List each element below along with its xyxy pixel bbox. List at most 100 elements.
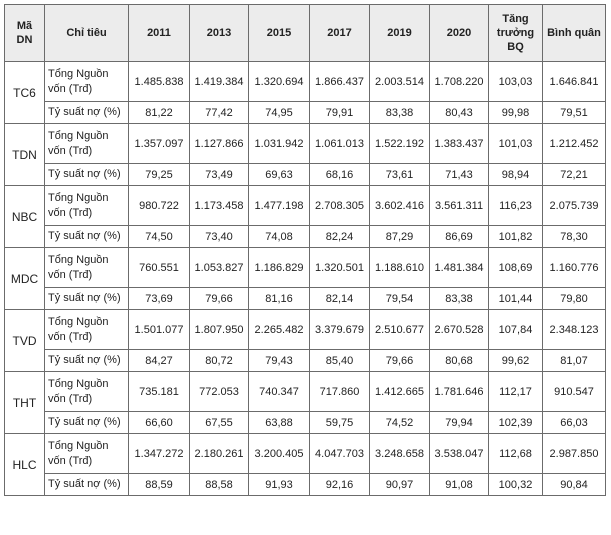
capital-value: 760.551 <box>128 247 190 288</box>
header-average: Bình quân <box>542 4 606 62</box>
debt-ratio-value: 81,22 <box>128 101 190 124</box>
capital-value: 2.003.514 <box>369 61 430 102</box>
debt-ratio-average: 79,80 <box>542 287 606 310</box>
capital-value: 4.047.703 <box>309 433 370 474</box>
capital-value: 1.186.829 <box>248 247 310 288</box>
capital-value: 1.053.827 <box>189 247 249 288</box>
capital-value: 1.031.942 <box>248 123 310 164</box>
capital-label: Tổng Nguồn vốn (Trđ) <box>44 61 129 102</box>
debt-ratio-growth: 98,94 <box>488 163 543 186</box>
capital-structure-table: Mã DN Chỉ tiêu 2011 2013 2015 2017 2019 … <box>4 4 606 496</box>
debt-ratio-value: 74,95 <box>248 101 310 124</box>
header-year-2020: 2020 <box>429 4 489 62</box>
capital-value: 3.200.405 <box>248 433 310 474</box>
header-year-2015: 2015 <box>248 4 310 62</box>
capital-value: 740.347 <box>248 371 310 412</box>
debt-ratio-value: 71,43 <box>429 163 489 186</box>
capital-growth: 112,68 <box>488 433 543 474</box>
debt-ratio-label: Tỷ suất nợ (%) <box>44 349 129 372</box>
capital-value: 1.320.501 <box>309 247 370 288</box>
debt-ratio-value: 79,66 <box>189 287 249 310</box>
capital-average: 1.160.776 <box>542 247 606 288</box>
capital-label: Tổng Nguồn vốn (Trđ) <box>44 433 129 474</box>
capital-value: 2.510.677 <box>369 309 430 350</box>
header-year-2013: 2013 <box>189 4 249 62</box>
header-row: Mã DN Chỉ tiêu 2011 2013 2015 2017 2019 … <box>4 4 606 62</box>
capital-value: 1.357.097 <box>128 123 190 164</box>
capital-value: 1.173.458 <box>189 185 249 226</box>
table-row: TDN Tổng Nguồn vốn (Trđ) 1.357.097 1.127… <box>4 123 606 186</box>
capital-growth: 108,69 <box>488 247 543 288</box>
header-year-2019: 2019 <box>369 4 430 62</box>
company-code: NBC <box>4 185 45 248</box>
table-row: Tỷ suất nợ (%) 66,60 67,55 63,88 59,75 7… <box>5 411 606 434</box>
debt-ratio-value: 79,25 <box>128 163 190 186</box>
debt-ratio-value: 91,93 <box>248 473 310 496</box>
capital-value: 2.708.305 <box>309 185 370 226</box>
capital-value: 1.383.437 <box>429 123 489 164</box>
capital-value: 2.180.261 <box>189 433 249 474</box>
capital-average: 2.075.739 <box>542 185 606 226</box>
debt-ratio-value: 79,91 <box>309 101 370 124</box>
table-row: TVD Tổng Nguồn vốn (Trđ) 1.501.077 1.807… <box>4 309 606 372</box>
debt-ratio-average: 66,03 <box>542 411 606 434</box>
table-row: Tỷ suất nợ (%) 73,69 79,66 81,16 82,14 7… <box>5 287 606 310</box>
capital-average: 910.547 <box>542 371 606 412</box>
capital-growth: 101,03 <box>488 123 543 164</box>
capital-value: 1.485.838 <box>128 61 190 102</box>
table-row: Tỷ suất nợ (%) 74,50 73,40 74,08 82,24 8… <box>5 225 606 248</box>
debt-ratio-growth: 101,82 <box>488 225 543 248</box>
capital-value: 3.538.047 <box>429 433 489 474</box>
debt-ratio-label: Tỷ suất nợ (%) <box>44 473 129 496</box>
capital-value: 3.379.679 <box>309 309 370 350</box>
capital-value: 1.320.694 <box>248 61 310 102</box>
debt-ratio-value: 69,63 <box>248 163 310 186</box>
debt-ratio-value: 73,49 <box>189 163 249 186</box>
debt-ratio-value: 73,69 <box>128 287 190 310</box>
debt-ratio-value: 74,08 <box>248 225 310 248</box>
capital-value: 1.807.950 <box>189 309 249 350</box>
debt-ratio-value: 73,40 <box>189 225 249 248</box>
capital-value: 1.127.866 <box>189 123 249 164</box>
table-row: HLC Tổng Nguồn vốn (Trđ) 1.347.272 2.180… <box>4 433 606 496</box>
capital-value: 772.053 <box>189 371 249 412</box>
debt-ratio-value: 79,43 <box>248 349 310 372</box>
debt-ratio-value: 81,16 <box>248 287 310 310</box>
debt-ratio-label: Tỷ suất nợ (%) <box>44 225 129 248</box>
capital-label: Tổng Nguồn vốn (Trđ) <box>44 185 129 226</box>
debt-ratio-value: 91,08 <box>429 473 489 496</box>
company-code: HLC <box>4 433 45 496</box>
table-row: MDC Tổng Nguồn vốn (Trđ) 760.551 1.053.8… <box>4 247 606 310</box>
debt-ratio-label: Tỷ suất nợ (%) <box>44 411 129 434</box>
capital-growth: 112,17 <box>488 371 543 412</box>
capital-value: 3.561.311 <box>429 185 489 226</box>
debt-ratio-value: 67,55 <box>189 411 249 434</box>
debt-ratio-value: 79,66 <box>369 349 430 372</box>
debt-ratio-value: 77,42 <box>189 101 249 124</box>
company-code: MDC <box>4 247 45 310</box>
debt-ratio-value: 74,50 <box>128 225 190 248</box>
debt-ratio-value: 59,75 <box>309 411 370 434</box>
capital-value: 1.412.665 <box>369 371 430 412</box>
table-row: NBC Tổng Nguồn vốn (Trđ) 980.722 1.173.4… <box>4 185 606 248</box>
debt-ratio-average: 72,21 <box>542 163 606 186</box>
debt-ratio-label: Tỷ suất nợ (%) <box>44 163 129 186</box>
debt-ratio-value: 79,94 <box>429 411 489 434</box>
debt-ratio-value: 82,14 <box>309 287 370 310</box>
debt-ratio-growth: 100,32 <box>488 473 543 496</box>
debt-ratio-average: 78,30 <box>542 225 606 248</box>
debt-ratio-value: 83,38 <box>369 101 430 124</box>
debt-ratio-label: Tỷ suất nợ (%) <box>44 101 129 124</box>
debt-ratio-value: 86,69 <box>429 225 489 248</box>
debt-ratio-value: 88,58 <box>189 473 249 496</box>
company-code: TVD <box>4 309 45 372</box>
header-growth: Tăng trưởng BQ <box>488 4 543 62</box>
debt-ratio-value: 92,16 <box>309 473 370 496</box>
debt-ratio-value: 82,24 <box>309 225 370 248</box>
capital-label: Tổng Nguồn vốn (Trđ) <box>44 371 129 412</box>
capital-value: 1.188.610 <box>369 247 430 288</box>
table-row: Tỷ suất nợ (%) 88,59 88,58 91,93 92,16 9… <box>5 473 606 496</box>
debt-ratio-value: 79,54 <box>369 287 430 310</box>
header-indicator: Chỉ tiêu <box>44 4 129 62</box>
debt-ratio-value: 88,59 <box>128 473 190 496</box>
